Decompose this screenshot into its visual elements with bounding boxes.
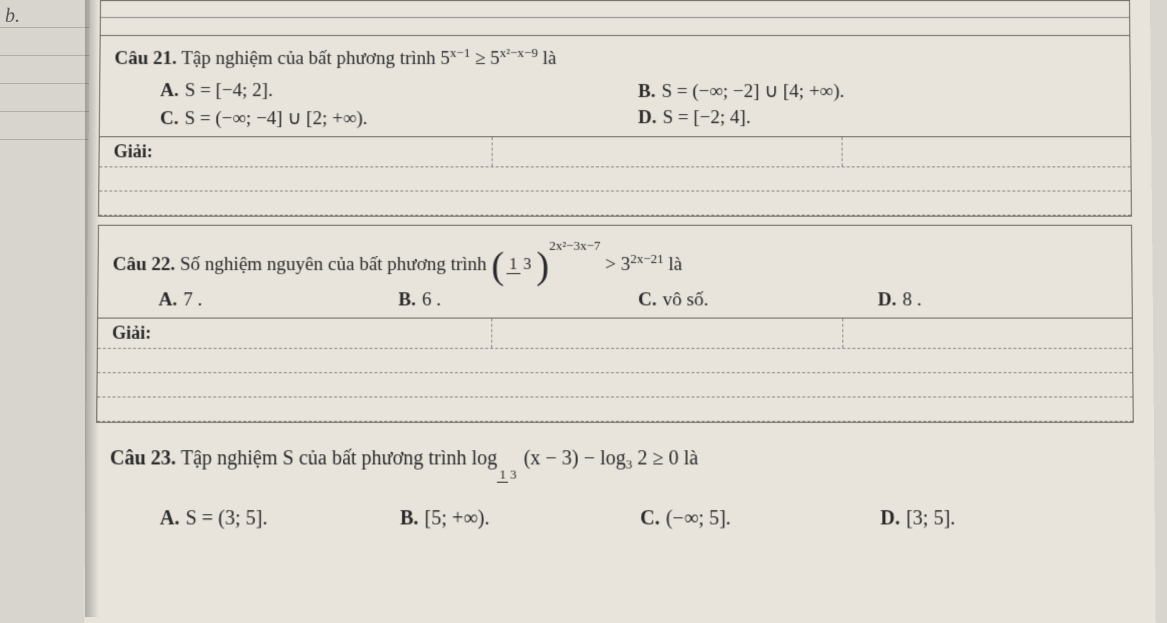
- question-21-prefix: Tập nghiệm của bất phương trình: [181, 48, 440, 69]
- question-23-block: Câu 23. Tập nghiệm S của bất phương trìn…: [95, 437, 1135, 541]
- q22-ineq-symbol: >: [605, 254, 616, 275]
- q23-ineq: ≥ 0: [653, 448, 684, 470]
- question-21-suffix: là: [543, 48, 557, 69]
- question-21-block: Câu 21. Tập nghiệm của bất phương trình …: [98, 35, 1132, 216]
- question-21-label: Câu 21.: [114, 48, 177, 69]
- top-border-rows: [100, 0, 1131, 35]
- question-21-stem: Câu 21. Tập nghiệm của bất phương trình …: [100, 36, 1129, 80]
- q23-log2: log: [600, 448, 626, 470]
- question-22-block: Câu 22. Số nghiệm nguyên của bất phương …: [96, 224, 1134, 423]
- q21-lhs-exp: x−1: [450, 45, 470, 60]
- question-22-prefix: Số nghiệm nguyên của bất phương trình: [180, 254, 492, 275]
- q21-giai-label: Giải:: [114, 141, 153, 161]
- question-22-suffix: là: [669, 254, 683, 275]
- question-23-suffix: là: [684, 448, 699, 470]
- page: Câu 21. Tập nghiệm của bất phương trình …: [84, 0, 1156, 623]
- q22-work-area: [97, 348, 1133, 422]
- q21-giai-row: Giải:: [99, 136, 1130, 166]
- q23-log1-base: 13: [497, 468, 518, 481]
- q21-vsep-2: [842, 137, 843, 166]
- question-22-choices: A.7 . B.6 . C.vô số. D.8 .: [98, 290, 1132, 318]
- q23-log1: log: [472, 448, 498, 470]
- q22-vsep-1: [491, 319, 492, 348]
- q23-choice-c: C.(−∞; 5].: [640, 508, 880, 531]
- q21-lhs-base: 5: [440, 48, 450, 69]
- q22-choice-b: B.6 .: [398, 290, 638, 312]
- q22-choice-c: C.vô số.: [638, 290, 878, 312]
- question-21-choices: A.S = [−4; 2]. B.S = (−∞; −2] ∪ [4; +∞).…: [100, 80, 1130, 136]
- q23-minus: −: [584, 448, 595, 470]
- q22-left-exp: 2x²−3x−7: [549, 237, 600, 252]
- q21-ineq-symbol: ≥: [475, 48, 485, 69]
- question-23-label: Câu 23.: [110, 448, 176, 470]
- q22-vsep-2: [842, 319, 843, 348]
- question-22-label: Câu 22.: [113, 254, 176, 275]
- lparen-icon: (: [491, 244, 504, 286]
- q23-arg1: (x − 3): [524, 448, 579, 470]
- q21-choice-c: C.S = (−∞; −4] ∪ [2; +∞).: [160, 107, 638, 130]
- q21-rhs-exp: x²−x−9: [500, 45, 538, 60]
- q22-fraction: 13: [506, 257, 534, 273]
- q22-rhs-exp: 2x−21: [630, 250, 664, 265]
- rparen-icon: ): [536, 244, 549, 286]
- q21-work-area: [99, 166, 1131, 215]
- q23-choice-a: A.S = (3; 5].: [160, 508, 400, 531]
- q21-vsep-1: [491, 137, 492, 166]
- margin-note: b.: [5, 5, 20, 28]
- q22-rhs-base: 3: [621, 254, 631, 275]
- q22-giai-label: Giải:: [112, 323, 151, 343]
- question-22-stem: Câu 22. Số nghiệm nguyên của bất phương …: [98, 225, 1131, 289]
- q23-choice-d: D.[3; 5].: [880, 508, 1120, 531]
- q21-choice-b: B.S = (−∞; −2] ∪ [4; +∞).: [638, 80, 1116, 103]
- q22-choice-d: D.8 .: [878, 290, 1118, 312]
- notebook-ruled-lines: [0, 0, 90, 200]
- q22-choice-a: A.7 .: [159, 290, 399, 312]
- q21-choice-a: A.S = [−4; 2].: [160, 80, 638, 103]
- question-23-choices: A.S = (3; 5]. B.[5; +∞). C.(−∞; 5]. D.[3…: [109, 508, 1120, 531]
- page-fold-shadow: [85, 0, 99, 617]
- q21-choice-d: D.S = [−2; 4].: [638, 107, 1116, 130]
- q22-giai-row: Giải:: [98, 318, 1132, 348]
- q21-rhs-base: 5: [490, 48, 500, 69]
- question-23-stem: Câu 23. Tập nghiệm S của bất phương trìn…: [110, 448, 1120, 482]
- question-23-prefix: Tập nghiệm S của bất phương trình: [181, 448, 472, 470]
- q23-arg2: 2: [632, 448, 647, 470]
- q23-choice-b: B.[5; +∞).: [400, 508, 640, 531]
